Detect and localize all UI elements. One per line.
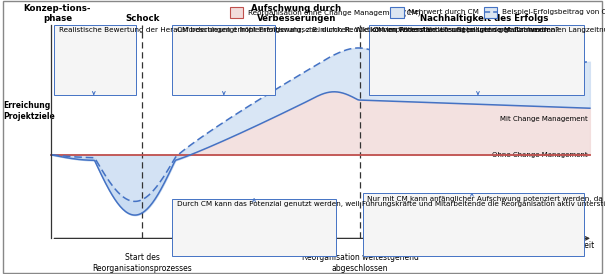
Text: Nur mit CM kann anfänglicher Aufschwung potenziert werden, da nicht nur Prozesse: Nur mit CM kann anfänglicher Aufschwung … <box>367 196 605 202</box>
FancyBboxPatch shape <box>484 7 497 18</box>
Text: Aufschwung durch
Verbesserungen: Aufschwung durch Verbesserungen <box>252 4 341 23</box>
Text: Mehrwert durch CM: Mehrwert durch CM <box>408 9 479 15</box>
Text: Schock: Schock <box>125 14 160 23</box>
Text: Nachhaltigkeit des Erfolgs: Nachhaltigkeit des Erfolgs <box>420 14 548 23</box>
Text: Reorganisation ohne Change Management (CM): Reorganisation ohne Change Management (C… <box>248 9 420 16</box>
Text: Ohne Change Management: Ohne Change Management <box>492 152 588 158</box>
FancyBboxPatch shape <box>369 25 584 95</box>
Text: Realistische Bewertung der Herausforderungen erhöht Erfolgswahrscheinlichkeit. W: Realistische Bewertung der Herausforderu… <box>59 27 559 33</box>
Text: Zeit: Zeit <box>580 241 595 250</box>
FancyBboxPatch shape <box>230 7 243 18</box>
Text: Erreichung
Projektziele: Erreichung Projektziele <box>3 101 55 121</box>
FancyBboxPatch shape <box>54 25 136 95</box>
Text: CM implementiert Lösungen und sorgt für maximalen Langzeitnutzen – auch Monate n: CM implementiert Lösungen und sorgt für … <box>373 27 605 33</box>
Text: Mit Change Management: Mit Change Management <box>500 116 588 122</box>
FancyBboxPatch shape <box>172 199 336 256</box>
Text: CM beschleunigt Implementierung, z.B. durch Reduktion von Widerständen und passe: CM beschleunigt Implementierung, z.B. du… <box>177 27 548 33</box>
Text: Start des
Reorganisationsprozesses: Start des Reorganisationsprozesses <box>93 253 192 273</box>
FancyBboxPatch shape <box>363 193 584 256</box>
Text: Reorganisation weitestgehend
abgeschlossen: Reorganisation weitestgehend abgeschloss… <box>301 253 419 273</box>
FancyBboxPatch shape <box>172 25 275 95</box>
Text: Beispiel-Erfolgsbeitrag von CM: Beispiel-Erfolgsbeitrag von CM <box>502 9 605 15</box>
Text: Konzep­tions­
phase: Konzep­tions­ phase <box>24 4 91 23</box>
Text: Durch CM kann das Potenzial genutzt werden, weil Führungskräfte und Mitarbeitend: Durch CM kann das Potenzial genutzt werd… <box>177 201 605 207</box>
FancyBboxPatch shape <box>390 7 404 18</box>
